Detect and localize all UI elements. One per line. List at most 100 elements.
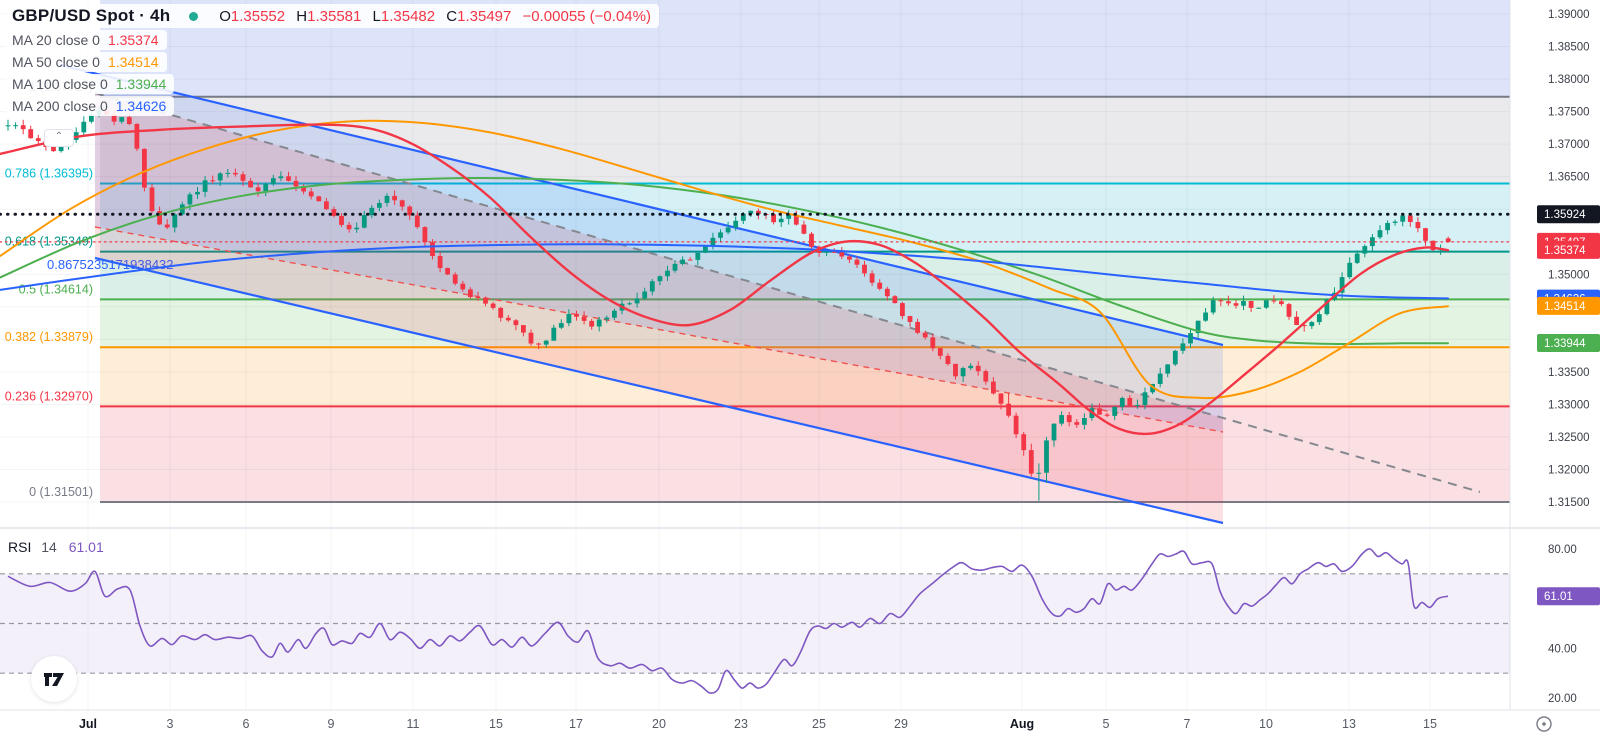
candle bbox=[649, 279, 655, 296]
ma-20-line[interactable] bbox=[0, 123, 1450, 436]
candle bbox=[134, 123, 140, 152]
candle bbox=[581, 311, 587, 325]
channel-lower-line[interactable] bbox=[94, 256, 1224, 525]
candle bbox=[1059, 411, 1064, 426]
candle bbox=[1074, 419, 1080, 428]
candle bbox=[922, 330, 928, 340]
time-axis-label: 20 bbox=[652, 717, 666, 731]
tradingview-logo-icon bbox=[44, 673, 64, 686]
rsi-line bbox=[7, 548, 1449, 694]
ma-200-legend[interactable]: MA 200 close 0 1.34626 bbox=[6, 96, 175, 116]
candle bbox=[551, 324, 557, 341]
candle bbox=[119, 117, 125, 124]
price-axis-label: 1.38000 bbox=[1548, 74, 1590, 86]
ma-50-line[interactable] bbox=[0, 119, 1449, 400]
ma-50-label: MA 50 close 0 bbox=[12, 54, 100, 70]
candle bbox=[377, 199, 382, 212]
candle bbox=[892, 295, 898, 304]
price-axis[interactable]: 1.39000 1.38500 1.38000 1.37500 1.37000 1.365… bbox=[1537, 9, 1600, 705]
ma-50-legend[interactable]: MA 50 close 0 1.34514 bbox=[6, 52, 167, 72]
time-axis-label: Jul bbox=[79, 717, 97, 731]
candle bbox=[422, 226, 428, 247]
channel-upper-line[interactable] bbox=[59, 63, 1224, 347]
candle bbox=[1294, 311, 1299, 326]
candle bbox=[392, 190, 397, 205]
candle bbox=[839, 247, 845, 260]
ma-20-legend[interactable]: MA 20 close 0 1.35374 bbox=[6, 30, 167, 50]
rsi-legend[interactable]: RSI 14 61.01 bbox=[8, 539, 104, 555]
ma-100-value: 1.33944 bbox=[115, 76, 167, 92]
candle bbox=[1006, 392, 1011, 418]
price-badge: 1.35374 bbox=[1537, 240, 1600, 259]
candle bbox=[1188, 328, 1193, 348]
candle bbox=[490, 301, 496, 310]
trend-channel[interactable] bbox=[59, 63, 1481, 525]
channel-inner-dashed[interactable] bbox=[94, 226, 1224, 433]
symbol-header[interactable]: GBP/USD Spot · 4h O1.35552 H1.35581 L1.3… bbox=[6, 4, 659, 28]
candle bbox=[930, 333, 936, 352]
time-axis-label: 11 bbox=[407, 717, 420, 731]
candle bbox=[28, 125, 34, 139]
legend-collapse-button[interactable]: ⌃ bbox=[44, 129, 74, 147]
candle bbox=[1233, 300, 1239, 309]
rsi-axis-label: 20.00 bbox=[1548, 693, 1577, 705]
svg-text:1.34514: 1.34514 bbox=[1544, 301, 1586, 313]
time-axis-label: 15 bbox=[1423, 717, 1437, 731]
price-badge: 1.33944 bbox=[1537, 334, 1600, 352]
candle bbox=[771, 210, 776, 225]
candle bbox=[983, 369, 989, 385]
candle bbox=[73, 127, 79, 143]
candle bbox=[1279, 298, 1284, 307]
ma-200-line[interactable] bbox=[0, 243, 1449, 300]
candle bbox=[1309, 321, 1315, 329]
candle bbox=[634, 292, 640, 308]
ma-100-legend[interactable]: MA 100 close 0 1.33944 bbox=[6, 74, 175, 94]
ma-100-line[interactable] bbox=[0, 177, 1449, 345]
candle bbox=[437, 251, 443, 273]
candle bbox=[778, 214, 784, 227]
candle bbox=[847, 254, 852, 264]
candle bbox=[536, 342, 541, 350]
candle bbox=[900, 301, 905, 320]
fib-band bbox=[100, 347, 1510, 407]
candle bbox=[324, 197, 329, 210]
price-axis-label: 1.31500 bbox=[1548, 497, 1590, 509]
time-axis[interactable]: Jul 3 6 9 11 15 17 20 23 25 29 Aug 5 7 10 13 15 bbox=[79, 716, 1552, 732]
candle bbox=[1316, 310, 1322, 325]
price-axis-label: 1.38500 bbox=[1548, 42, 1590, 54]
candle bbox=[574, 310, 579, 321]
candle bbox=[543, 339, 549, 348]
candle bbox=[1066, 412, 1072, 427]
candle bbox=[346, 221, 352, 233]
candle bbox=[513, 319, 519, 331]
rsi-value: 61.01 bbox=[68, 539, 104, 555]
channel-fill bbox=[95, 93, 1223, 523]
candle bbox=[975, 361, 981, 376]
time-axis-label: 13 bbox=[1342, 717, 1356, 731]
candle bbox=[1377, 225, 1383, 240]
price-axis-label: 1.35000 bbox=[1548, 269, 1590, 281]
candle bbox=[468, 287, 473, 299]
channel-median-dashed[interactable] bbox=[94, 92, 1481, 493]
fib-band bbox=[100, 406, 1510, 502]
candle bbox=[1339, 272, 1345, 299]
candle bbox=[1165, 364, 1171, 378]
candle bbox=[505, 315, 511, 322]
ohlc-values: O1.35552 H1.35581 L1.35482 C1.35497 −0.0… bbox=[212, 8, 651, 25]
price-axis-label: 1.37000 bbox=[1548, 139, 1590, 151]
candle bbox=[528, 329, 534, 346]
candle bbox=[1248, 300, 1254, 313]
symbol-title[interactable]: GBP/USD Spot · 4h bbox=[12, 6, 171, 25]
candle bbox=[862, 260, 867, 277]
timezone-clock-icon[interactable] bbox=[1536, 716, 1552, 732]
ma-200-label: MA 200 close 0 bbox=[12, 98, 108, 114]
candle bbox=[1028, 443, 1034, 477]
tradingview-logo[interactable] bbox=[31, 656, 77, 702]
svg-text:1.35924: 1.35924 bbox=[1544, 209, 1586, 221]
close-value: 1.35497 bbox=[457, 8, 512, 25]
candle bbox=[604, 315, 610, 323]
candle bbox=[149, 184, 155, 214]
candle bbox=[460, 280, 466, 292]
